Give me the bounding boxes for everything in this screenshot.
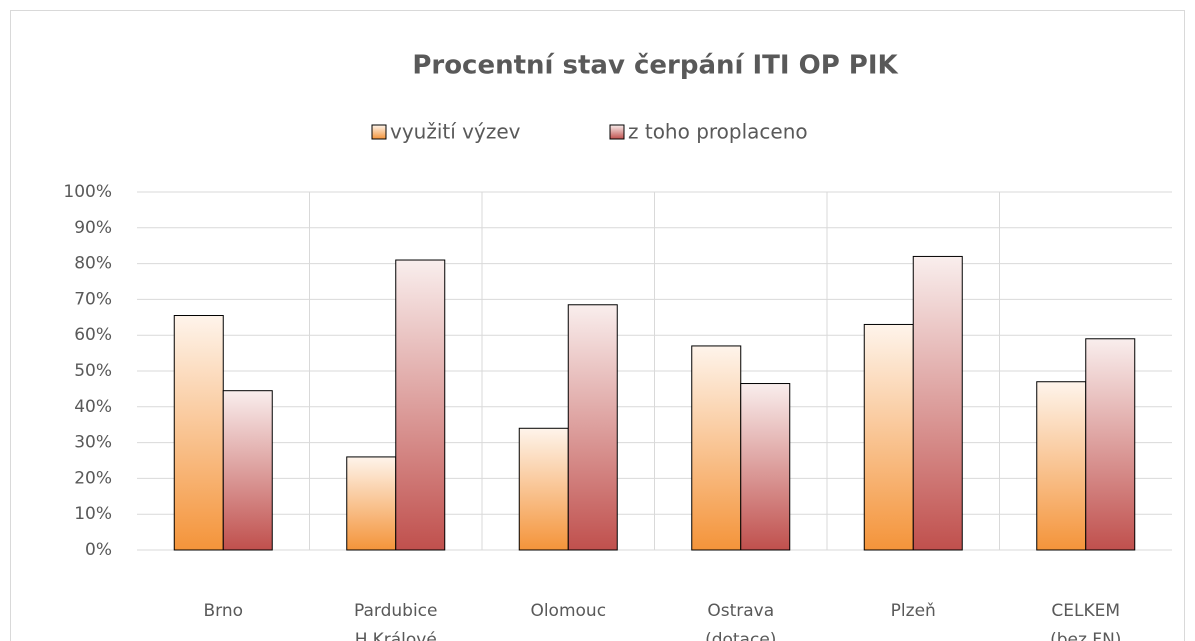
- bar: [222, 390, 273, 551]
- x-tick-label: Pardubice H.Králové: [354, 601, 438, 641]
- legend-swatch: [371, 124, 387, 140]
- bar: [912, 255, 963, 551]
- y-tick-label: 0%: [85, 540, 112, 560]
- legend-swatch: [609, 124, 625, 140]
- bar: [1085, 338, 1136, 551]
- bar: [173, 315, 224, 551]
- y-tick-label: 90%: [74, 218, 112, 238]
- y-tick-label: 60%: [74, 325, 112, 345]
- y-tick-label: 80%: [74, 254, 112, 274]
- y-tick-label: 40%: [74, 397, 112, 417]
- bar: [395, 259, 446, 551]
- x-tick-label: Plzeň: [890, 601, 936, 621]
- y-tick-label: 50%: [74, 361, 112, 381]
- legend-label: využití výzev: [390, 120, 521, 144]
- y-tick-label: 20%: [74, 468, 112, 488]
- bar: [567, 304, 618, 551]
- chart-title: Procentní stav čerpání ITI OP PIK: [412, 51, 898, 81]
- bar: [1036, 381, 1087, 551]
- bar: [863, 323, 914, 551]
- y-tick-label: 30%: [74, 433, 112, 453]
- x-tick-label: CELKEM (bez FN): [1050, 601, 1122, 641]
- bar: [691, 345, 742, 551]
- bar: [518, 427, 569, 551]
- y-tick-label: 10%: [74, 504, 112, 524]
- chart-border: [10, 10, 1185, 641]
- y-tick-label: 100%: [63, 182, 112, 202]
- legend-label: z toho proplaceno: [628, 120, 808, 144]
- x-tick-label: Olomouc: [530, 601, 607, 621]
- x-tick-label: Brno: [203, 601, 244, 621]
- y-tick-label: 70%: [74, 289, 112, 309]
- bar: [346, 456, 397, 551]
- x-tick-label: Ostrava (dotace): [705, 601, 777, 641]
- bar: [740, 383, 791, 551]
